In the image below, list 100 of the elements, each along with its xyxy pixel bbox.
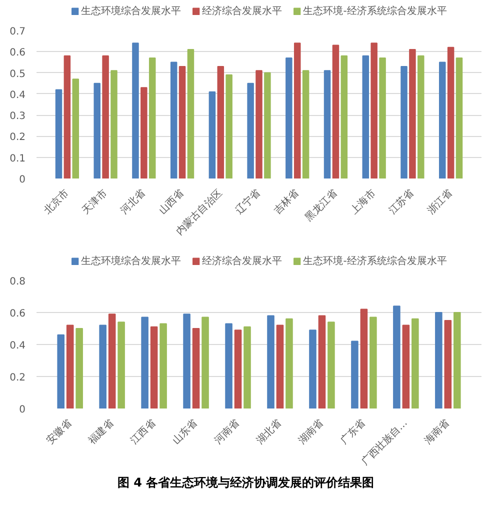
bar [294,42,301,178]
bar [418,55,424,178]
legend-label: 经济综合发展水平 [202,254,282,268]
bar [187,49,194,178]
bar [55,89,62,178]
x-tick-label: 吉林省 [272,186,302,217]
bar [456,57,463,178]
bar [64,55,71,178]
y-tick-label: 0.8 [10,276,26,288]
y-tick-label: 0.6 [10,48,26,59]
bar [141,316,148,408]
bar [192,328,200,408]
bar [309,330,316,408]
bar [340,55,348,178]
bar [148,57,156,178]
y-tick-label: 0.7 [10,26,26,38]
bar [360,308,368,408]
bar [66,324,74,408]
bar [170,62,178,178]
y-tick-label: 0.5 [10,68,26,80]
bar [400,66,408,178]
bar [332,44,340,178]
bar [76,328,83,408]
caption: 图 4 各省生态环境与经济协调发展的评价结果图 [117,476,374,490]
bar [447,46,454,178]
bar [324,70,331,178]
x-tick-label: 湖南省 [296,416,326,447]
legend-label: 生态环境-经济系统综合发展水平 [303,4,447,18]
bar [140,87,148,178]
x-tick-label: 江西省 [128,416,158,447]
x-tick-label: 黑龙江省 [302,186,340,224]
x-tick-label: 山东省 [170,416,200,447]
bar [132,42,139,178]
x-tick-label: 海南省 [422,416,452,447]
y-tick-label: 0.4 [10,340,26,352]
bar [256,70,262,178]
bar [318,315,326,408]
y-tick-label: 0 [19,404,26,416]
bar [362,55,370,178]
bar [217,66,224,178]
bar [178,66,186,178]
bar [247,82,254,178]
bar [108,314,116,408]
x-tick-label: 浙江省 [425,186,455,217]
legend-label: 生态环境综合发展水平 [81,4,182,18]
x-tick-label: 湖北省 [254,416,284,447]
x-tick-label: 山西省 [156,186,186,217]
bar [435,312,442,408]
y-tick-label: 0.2 [10,132,26,144]
bar [225,323,232,408]
bar [328,322,335,408]
bar [150,326,158,408]
bar [94,82,100,178]
bar [370,42,378,178]
x-tick-label: 天津市 [80,186,110,217]
legend-label: 经济综合发展水平 [202,4,282,18]
bar [244,326,251,408]
bar [402,324,410,408]
bar [202,316,209,408]
legend-label: 生态环境综合发展水平 [81,254,182,268]
bar [183,314,190,408]
x-tick-label: 北京市 [41,186,72,217]
x-tick-label: 河北省 [118,186,148,217]
bar [412,318,419,408]
bar [160,323,167,408]
bar [110,70,118,178]
bar [264,72,271,178]
y-tick-label: 0.3 [10,111,26,122]
x-tick-label: 广东省 [338,416,368,447]
bar [276,324,284,408]
bar [438,62,446,178]
bar [102,55,109,178]
bar [454,312,461,408]
x-tick-label: 安徽省 [44,416,74,447]
bar [409,49,416,178]
bar [57,334,64,408]
y-tick-label: 0.6 [10,308,26,320]
bar [234,330,242,408]
y-tick-label: 0.2 [10,372,26,384]
bar [226,74,232,178]
y-tick-label: 0.4 [10,90,26,101]
bar [379,57,386,178]
bar [72,78,80,178]
bar [99,324,106,408]
bar [286,57,292,178]
bar [302,70,310,178]
bar [393,306,400,408]
x-tick-label: 江苏省 [386,186,416,217]
y-tick-label: 0 [19,174,26,186]
bar [208,91,216,178]
bar [286,318,293,408]
bar [370,316,377,408]
y-tick-label: 0.1 [10,153,26,164]
bar [118,322,125,408]
x-tick-label: 福建省 [86,416,116,447]
bar [267,315,274,408]
bar [444,320,452,408]
bar [351,340,358,408]
x-tick-label: 河南省 [212,416,242,447]
x-tick-label: 辽宁省 [233,186,263,217]
